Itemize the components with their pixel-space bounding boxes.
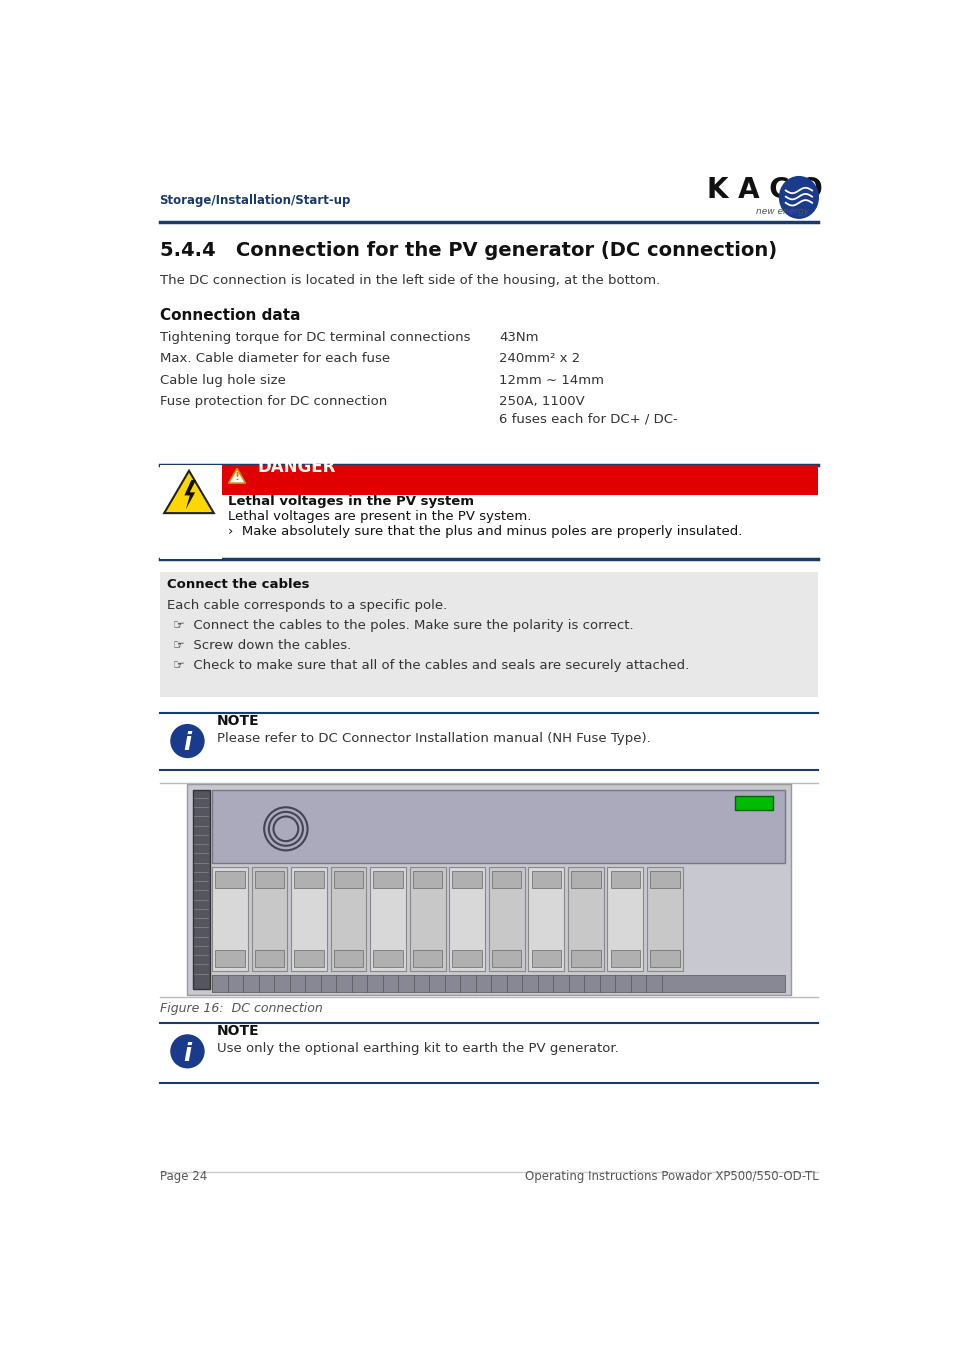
FancyBboxPatch shape: [607, 867, 642, 971]
Text: NOTE: NOTE: [216, 1025, 259, 1038]
FancyBboxPatch shape: [215, 950, 245, 968]
Text: Cable lug hole size: Cable lug hole size: [159, 374, 285, 386]
FancyBboxPatch shape: [610, 871, 639, 888]
Text: 240mm² x 2: 240mm² x 2: [498, 352, 579, 366]
Text: Page 24: Page 24: [159, 1170, 207, 1183]
FancyBboxPatch shape: [294, 871, 323, 888]
FancyBboxPatch shape: [567, 867, 603, 971]
Text: Figure 16:  DC connection: Figure 16: DC connection: [159, 1002, 322, 1015]
FancyBboxPatch shape: [294, 950, 323, 968]
FancyBboxPatch shape: [610, 950, 639, 968]
Circle shape: [169, 722, 206, 760]
FancyBboxPatch shape: [254, 871, 284, 888]
Polygon shape: [164, 471, 213, 513]
Text: Lethal voltages in the PV system: Lethal voltages in the PV system: [228, 494, 474, 508]
Text: i: i: [183, 1042, 192, 1065]
FancyBboxPatch shape: [646, 867, 682, 971]
FancyBboxPatch shape: [649, 950, 679, 968]
FancyBboxPatch shape: [212, 975, 784, 992]
FancyBboxPatch shape: [291, 867, 327, 971]
FancyBboxPatch shape: [187, 784, 790, 995]
Text: new energy.: new energy.: [756, 208, 811, 216]
Text: DANGER: DANGER: [257, 458, 335, 477]
FancyBboxPatch shape: [331, 867, 366, 971]
FancyBboxPatch shape: [334, 871, 363, 888]
Text: NOTE: NOTE: [216, 714, 259, 728]
FancyBboxPatch shape: [159, 572, 818, 697]
Text: K A C O: K A C O: [706, 177, 821, 204]
FancyBboxPatch shape: [449, 867, 484, 971]
FancyBboxPatch shape: [215, 871, 245, 888]
FancyBboxPatch shape: [413, 871, 442, 888]
Text: !: !: [234, 472, 239, 482]
Text: ☞  Check to make sure that all of the cables and seals are securely attached.: ☞ Check to make sure that all of the cab…: [173, 659, 689, 672]
FancyBboxPatch shape: [492, 950, 521, 968]
Text: 250A, 1100V: 250A, 1100V: [498, 396, 584, 408]
Text: 43Nm: 43Nm: [498, 331, 537, 344]
FancyBboxPatch shape: [531, 871, 560, 888]
FancyBboxPatch shape: [571, 950, 599, 968]
Polygon shape: [184, 481, 195, 509]
FancyBboxPatch shape: [254, 950, 284, 968]
FancyBboxPatch shape: [221, 464, 818, 495]
Text: i: i: [183, 732, 192, 756]
FancyBboxPatch shape: [734, 796, 773, 810]
Text: 5.4.4   Connection for the PV generator (DC connection): 5.4.4 Connection for the PV generator (D…: [159, 240, 776, 261]
FancyBboxPatch shape: [334, 950, 363, 968]
Text: Lethal voltages are present in the PV system.: Lethal voltages are present in the PV sy…: [228, 510, 531, 522]
Text: ☞  Connect the cables to the poles. Make sure the polarity is correct.: ☞ Connect the cables to the poles. Make …: [173, 620, 634, 632]
FancyBboxPatch shape: [452, 871, 481, 888]
Text: 12mm ∼ 14mm: 12mm ∼ 14mm: [498, 374, 603, 386]
Text: Fuse protection for DC connection: Fuse protection for DC connection: [159, 396, 386, 408]
Text: Use only the optional earthing kit to earth the PV generator.: Use only the optional earthing kit to ea…: [216, 1042, 618, 1056]
Polygon shape: [229, 468, 245, 483]
FancyBboxPatch shape: [452, 950, 481, 968]
FancyBboxPatch shape: [649, 871, 679, 888]
FancyBboxPatch shape: [252, 867, 287, 971]
Text: Operating Instructions Powador XP500/550-OD-TL: Operating Instructions Powador XP500/550…: [524, 1170, 818, 1183]
FancyBboxPatch shape: [571, 871, 599, 888]
Ellipse shape: [779, 177, 818, 219]
Text: Connect the cables: Connect the cables: [167, 578, 310, 591]
Text: ☞  Screw down the cables.: ☞ Screw down the cables.: [173, 640, 352, 652]
FancyBboxPatch shape: [212, 867, 248, 971]
Text: Storage/Installation/Start-up: Storage/Installation/Start-up: [159, 194, 351, 208]
Text: Please refer to DC Connector Installation manual (NH Fuse Type).: Please refer to DC Connector Installatio…: [216, 732, 650, 745]
Text: Each cable corresponds to a specific pole.: Each cable corresponds to a specific pol…: [167, 599, 447, 613]
FancyBboxPatch shape: [212, 790, 784, 864]
FancyBboxPatch shape: [373, 871, 402, 888]
FancyBboxPatch shape: [159, 464, 221, 559]
Text: ›  Make absolutely sure that the plus and minus poles are properly insulated.: › Make absolutely sure that the plus and…: [228, 525, 741, 539]
FancyBboxPatch shape: [531, 950, 560, 968]
FancyBboxPatch shape: [410, 867, 445, 971]
FancyBboxPatch shape: [488, 867, 524, 971]
Text: Max. Cable diameter for each fuse: Max. Cable diameter for each fuse: [159, 352, 389, 366]
FancyBboxPatch shape: [492, 871, 521, 888]
Text: The DC connection is located in the left side of the housing, at the bottom.: The DC connection is located in the left…: [159, 274, 659, 286]
Text: Connection data: Connection data: [159, 308, 300, 323]
FancyBboxPatch shape: [193, 790, 210, 990]
FancyBboxPatch shape: [528, 867, 563, 971]
FancyBboxPatch shape: [370, 867, 406, 971]
Text: 6 fuses each for DC+ / DC-: 6 fuses each for DC+ / DC-: [498, 412, 677, 425]
FancyBboxPatch shape: [373, 950, 402, 968]
Circle shape: [169, 1033, 206, 1069]
FancyBboxPatch shape: [413, 950, 442, 968]
Text: Tightening torque for DC terminal connections: Tightening torque for DC terminal connec…: [159, 331, 470, 344]
